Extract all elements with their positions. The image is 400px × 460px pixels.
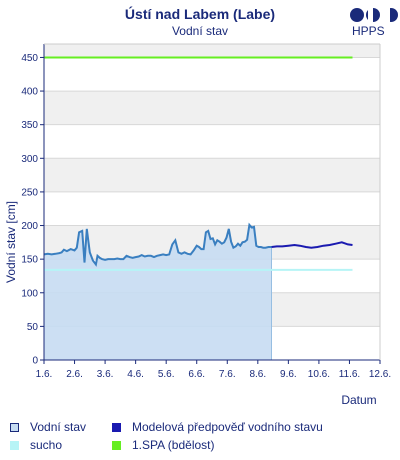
x-tick-label: 7.6. [219, 369, 236, 380]
legend-label: 1.SPA (bdělost) [132, 438, 215, 452]
x-tick-label: 2.6. [66, 369, 83, 380]
x-tick-label: 4.6. [127, 369, 144, 380]
series-line-vodni-stav [43, 222, 272, 267]
chart-title: Ústí nad Labem (Labe) [124, 6, 276, 22]
y-axis-label: Vodní stav [cm] [4, 201, 18, 283]
legend-item-vodni-stav: Vodní stav [10, 420, 86, 434]
x-tick-label: 11.6. [339, 369, 361, 380]
x-tick-label: 9.6. [280, 369, 297, 380]
grid-band [44, 158, 380, 192]
y-tick-label: 250 [21, 187, 38, 198]
y-tick-label: 300 [21, 154, 38, 165]
x-axis-label: Datum [341, 393, 376, 407]
y-tick-label: 450 [21, 53, 38, 64]
y-tick-label: 400 [21, 87, 38, 98]
legend-swatch-spa1 [112, 440, 121, 450]
x-tick-label: 1.6. [36, 369, 53, 380]
y-tick-label: 150 [21, 255, 38, 266]
y-tick-label: 0 [32, 356, 38, 367]
x-tick-label: 10.6. [308, 369, 330, 380]
y-tick-label: 200 [21, 221, 38, 232]
legend-item-forecast: Modelová předpověď vodního stavu [112, 420, 323, 434]
series-line-forecast [271, 241, 353, 249]
x-tick-label: 3.6. [97, 369, 114, 380]
x-tick-label: 12.6. [369, 369, 391, 380]
x-tick-label: 6.6. [188, 369, 205, 380]
legend-swatch-forecast [112, 422, 121, 432]
legend: Vodní stav Modelová předpověď vodního st… [10, 420, 400, 456]
x-tick-label: 5.6. [158, 369, 175, 380]
legend-item-spa1: 1.SPA (bdělost) [112, 438, 215, 452]
legend-swatch-sucho [10, 440, 19, 450]
grid-band [44, 44, 380, 58]
chart-subtitle: Vodní stav [171, 24, 229, 38]
legend-swatch-vodni-stav [10, 422, 19, 432]
y-tick-label: 100 [21, 288, 38, 299]
legend-label: sucho [30, 438, 63, 452]
logo-text: HPPS [352, 24, 385, 38]
hpps-logo-icon [350, 8, 398, 22]
y-tick-label: 350 [21, 120, 38, 131]
x-tick-label: 8.6. [249, 369, 266, 380]
y-tick-label: 50 [27, 322, 39, 333]
legend-item-sucho: sucho [10, 438, 62, 452]
legend-label: Vodní stav [30, 420, 87, 434]
legend-label: Modelová předpověď vodního stavu [132, 420, 323, 434]
grid-band [44, 91, 380, 125]
